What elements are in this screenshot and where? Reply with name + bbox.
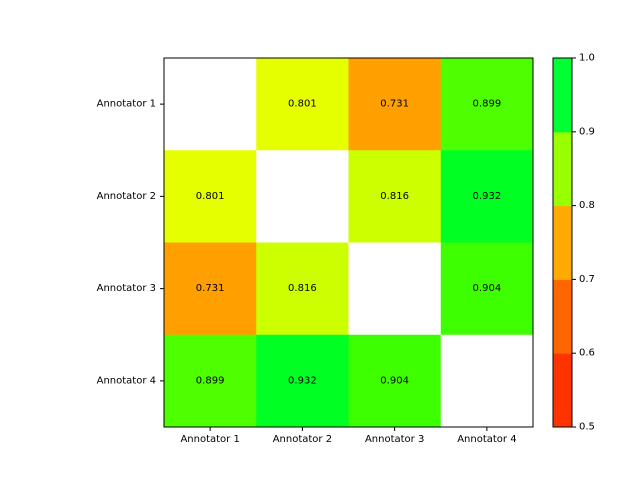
heatmap-cell-r1-c2 — [256, 58, 349, 151]
colorbar: 0.5 0.6 0.7 0.8 0.9 1.0 — [552, 53, 595, 433]
cell-value-label: 0.932 — [288, 375, 317, 386]
x-tick-label: Annotator 2 — [273, 434, 332, 445]
colorbar-frame — [552, 57, 573, 428]
cell-value-label: 0.904 — [473, 283, 502, 294]
x-tick-label: Annotator 1 — [180, 434, 239, 445]
cell-value-label: 0.932 — [473, 191, 502, 202]
heatmap-cell-r3-c4 — [440, 242, 534, 336]
colorbar-tick-label: 0.9 — [579, 126, 595, 137]
colorbar-tick-label: 1.0 — [579, 53, 595, 64]
y-tick-label: Annotator 2 — [97, 191, 156, 202]
colorbar-band-2 — [553, 279, 572, 354]
heatmap-cell-r3-c2 — [256, 242, 349, 336]
y-axis: Annotator 1 Annotator 2 Annotator 3 Annotat… — [97, 99, 164, 386]
cell-value-label: 0.801 — [288, 99, 317, 110]
heatmap-cell-r2-c3 — [348, 150, 442, 243]
y-tick-label: Annotator 3 — [97, 283, 156, 294]
heatmap-cell-r3-c1 — [164, 242, 257, 336]
y-tick-label: Annotator 4 — [97, 375, 156, 386]
colorbar-band-1 — [553, 353, 572, 428]
heatmap-cells — [164, 58, 534, 428]
colorbar-tick-label: 0.6 — [579, 348, 595, 359]
heatmap-cell-r4-c4 — [440, 334, 534, 428]
cell-value-label: 0.899 — [196, 375, 225, 386]
heatmap-cell-r1-c4 — [440, 58, 534, 151]
y-tick-label: Annotator 1 — [97, 99, 156, 110]
cell-value-label: 0.904 — [380, 375, 409, 386]
heatmap-cell-r2-c4 — [440, 150, 534, 243]
cell-value-label: 0.731 — [196, 283, 225, 294]
heatmap-cell-r2-c2 — [256, 150, 349, 243]
colorbar-tick-label: 0.5 — [579, 422, 595, 433]
colorbar-tick-label: 0.8 — [579, 200, 595, 211]
colorbar-tick-label: 0.7 — [579, 274, 595, 285]
cell-value-label: 0.801 — [196, 191, 225, 202]
heatmap-cell-labels: 0.801 0.731 0.899 0.801 0.816 0.932 0.731 0.816… — [196, 99, 501, 387]
x-axis: Annotator 1 Annotator 2 Annotator 3 Annotat… — [180, 427, 517, 445]
heatmap-cell-r1-c3 — [348, 58, 442, 151]
x-tick-label: Annotator 3 — [365, 434, 424, 445]
cell-value-label: 0.816 — [288, 283, 317, 294]
heatmap-cell-r1-c1 — [164, 58, 257, 151]
colorbar-band-5 — [553, 58, 572, 133]
heatmap-cell-r4-c1 — [164, 334, 257, 428]
heatmap-cell-r2-c1 — [164, 150, 257, 243]
x-tick-label: Annotator 4 — [457, 434, 516, 445]
heatmap-cell-r3-c3 — [348, 242, 442, 336]
cell-value-label: 0.899 — [473, 99, 502, 110]
colorbar-band-4 — [553, 131, 572, 207]
plot-frame — [163, 57, 534, 428]
cell-value-label: 0.816 — [380, 191, 409, 202]
heatmap-cell-r4-c2 — [256, 334, 349, 428]
cell-value-label: 0.731 — [380, 99, 409, 110]
heatmap-cell-r4-c3 — [348, 334, 442, 428]
colorbar-band-3 — [553, 205, 572, 280]
